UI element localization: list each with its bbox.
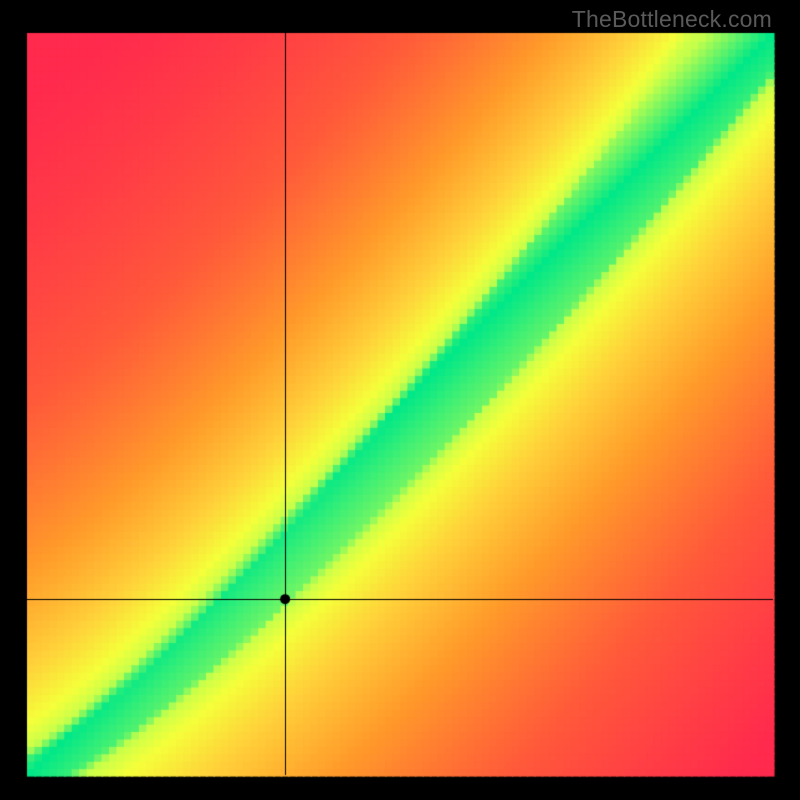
bottleneck-heatmap (0, 0, 800, 800)
watermark-text: TheBottleneck.com (572, 6, 772, 33)
chart-container: TheBottleneck.com (0, 0, 800, 800)
